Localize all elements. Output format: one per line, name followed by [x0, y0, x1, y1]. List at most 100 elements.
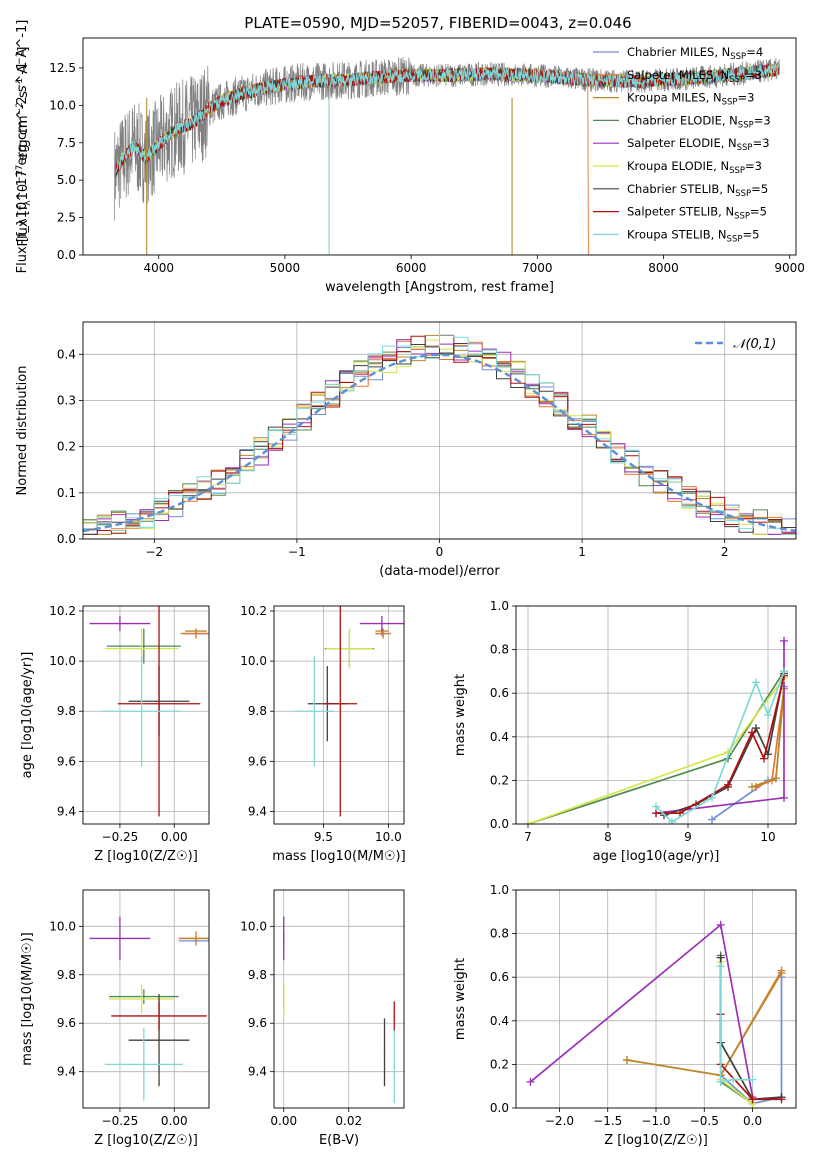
- y-axis-label: mass weight: [453, 958, 468, 1040]
- x-tick-label: 10: [760, 830, 775, 844]
- error-bar: [117, 606, 201, 817]
- plot-area: [283, 916, 395, 1104]
- model-spectrum: [115, 63, 781, 173]
- x-tick-label: −0.25: [102, 830, 139, 844]
- legend-entry: Salpeter STELIB, NSSP=5: [627, 205, 767, 222]
- residual-histogram: [83, 334, 796, 535]
- y-tick-label: 0.4: [57, 347, 76, 361]
- error-bar: [89, 616, 151, 632]
- error-bar: [109, 989, 179, 1004]
- y-tick-label: 1.0: [490, 599, 509, 613]
- x-tick-label: 8000: [648, 261, 679, 275]
- x-tick-label: 10.0: [375, 830, 402, 844]
- y-axis-label: Normed distribution: [15, 366, 30, 496]
- y-axis-label: Flux [f_λ10^-17 erg cm^-2 s^-1 A^-1]: [15, 20, 30, 274]
- error-bar: [283, 916, 285, 961]
- weight-marker: [729, 1075, 738, 1084]
- y-tick-label: 9.8: [57, 968, 76, 982]
- axes-frame: [82, 605, 210, 825]
- weight-line: [529, 923, 754, 1098]
- plot-area: [526, 920, 786, 1108]
- y-tick-label: 5.0: [57, 173, 76, 187]
- grid: [274, 606, 404, 824]
- y-tick-label: 10.2: [240, 604, 267, 618]
- age-vs-metallicity-panel: −0.25 0.00 9.4 9.6 9.8 10.0 10.2 Z [log10(Z/Z☉)…: [20, 604, 210, 864]
- y-tick-label: 10.0: [49, 654, 76, 668]
- plot-area: [89, 606, 209, 817]
- weight-marker: [764, 711, 772, 719]
- y-axis-label: mass [log10(M/M☉)]: [20, 932, 35, 1065]
- y-tick-label: 9.8: [248, 968, 267, 982]
- x-tick-label: 4000: [143, 261, 174, 275]
- weight-marker: [676, 809, 684, 818]
- weight-series: [652, 671, 788, 818]
- weight-marker: [716, 1077, 725, 1086]
- x-axis-label: (data-model)/error: [379, 564, 500, 579]
- y-tick-label: 2.5: [57, 211, 76, 225]
- weight-marker: [724, 780, 732, 789]
- error-bar: [375, 628, 391, 639]
- plot-area: [83, 334, 796, 535]
- x-tick-label: 0.02: [335, 1114, 362, 1128]
- legend-entry: Chabrier MILES, NSSP=4: [627, 45, 763, 62]
- residuals-histogram-panel: −2 −1 0 1 2 0.0 0.1 0.2 0.3 0.4 (data-model)/error…: [15, 321, 797, 579]
- weight-marker: [748, 1075, 757, 1084]
- y-tick-label: 0.8: [490, 643, 509, 657]
- x-axis-label: E(B-V): [319, 1133, 359, 1148]
- weight-series: [652, 667, 788, 824]
- y-tick-label: 0.8: [490, 927, 509, 941]
- x-tick-label: 0: [436, 545, 444, 559]
- weight-line: [719, 966, 753, 1083]
- x-tick-label: −1.0: [641, 1114, 670, 1128]
- x-tick-label: 1: [578, 545, 586, 559]
- x-axis-label: wavelength [Angstrom, rest frame]: [325, 280, 554, 295]
- x-tick-label: 7: [524, 830, 532, 844]
- weight-marker: [772, 774, 780, 783]
- normal-reference-curve: [83, 353, 796, 533]
- error-bar: [104, 1028, 183, 1101]
- legend-entry: Kroupa MILES, NSSP=3: [627, 91, 754, 108]
- y-tick-label: 1.0: [490, 883, 509, 897]
- y-tick-label: 0.2: [57, 440, 76, 454]
- legend-entry: Kroupa STELIB, NSSP=5: [627, 227, 759, 244]
- mass-vs-extinction-panel: 0.00 0.02 9.4 9.6 9.8 10.0 E(B-V): [240, 889, 405, 1148]
- grid: [274, 890, 404, 1108]
- y-tick-label: 0.2: [490, 1057, 509, 1071]
- error-bar: [109, 984, 175, 1014]
- y-tick-label: 10.0: [49, 98, 76, 112]
- legend-entry: Chabrier STELIB, NSSP=5: [627, 182, 768, 199]
- plot-area: [524, 636, 788, 824]
- x-tick-label: 8: [604, 830, 612, 844]
- y-tick-label: 10.0: [49, 919, 76, 933]
- x-tick-label: 2: [721, 545, 729, 559]
- y-tick-label: 0.0: [57, 532, 76, 546]
- y-tick-label: 0.0: [490, 817, 509, 831]
- y-tick-label: 0.6: [490, 686, 509, 700]
- mass-vs-metallicity-panel: −0.25 0.00 9.4 9.6 9.8 10.0 Z [log10(Z/Z☉)] mas…: [20, 889, 210, 1148]
- error-bar: [283, 982, 285, 1016]
- x-tick-label: 9: [684, 830, 692, 844]
- plot-area: [89, 916, 209, 1101]
- spectrum-panel: 4000 5000 6000 7000 8000 9000 0.0 2.5 5.0 7.5 10.0…: [15, 20, 805, 295]
- weight-vs-age-panel: 7 8 9 10 0.0 0.2 0.4 0.6 0.8 1.0 age [log10(age/yr…: [453, 599, 797, 864]
- x-tick-label: −2.0: [545, 1114, 574, 1128]
- y-tick-label: 9.4: [57, 804, 76, 818]
- weight-line: [719, 957, 782, 1101]
- weight-marker: [526, 1077, 535, 1086]
- y-tick-label: 0.2: [490, 773, 509, 787]
- weight-marker: [748, 728, 756, 737]
- x-axis-label: Z [log10(Z/Z☉)]: [604, 1133, 708, 1148]
- y-axis-label: mass weight: [453, 674, 468, 756]
- figure-title: PLATE=0590, MJD=52057, FIBERID=0043, z=0…: [244, 14, 631, 32]
- y-tick-label: 7.5: [57, 136, 76, 150]
- x-tick-label: 0.00: [161, 1114, 188, 1128]
- y-tick-label: 0.0: [490, 1101, 509, 1115]
- x-axis-label: age [log10(age/yr)]: [593, 849, 720, 864]
- axes-frame: [515, 605, 797, 825]
- x-axis-label: Z [log10(Z/Z☉)]: [94, 1133, 198, 1148]
- y-tick-label: 10.0: [240, 919, 267, 933]
- weight-series: [716, 962, 757, 1086]
- x-tick-label: 9.5: [314, 830, 333, 844]
- error-bar: [185, 628, 207, 634]
- weight-marker: [524, 820, 532, 824]
